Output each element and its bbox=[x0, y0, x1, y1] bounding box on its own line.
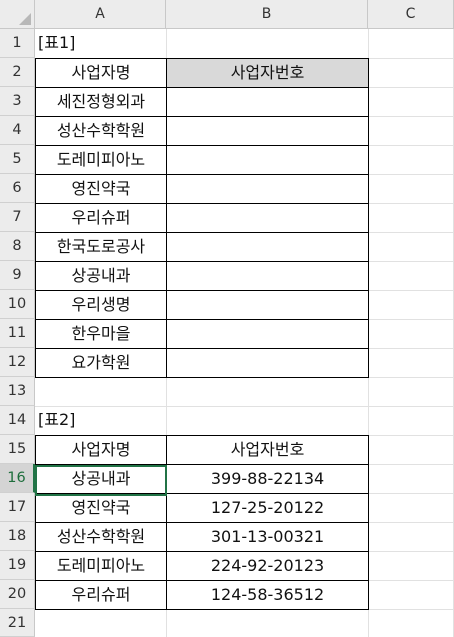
table1-name-cell[interactable]: 요가학원 bbox=[35, 348, 167, 378]
table2-number-cell[interactable]: 399-88-22134 bbox=[166, 464, 369, 494]
row-header-20[interactable]: 20 bbox=[0, 580, 35, 609]
table1-number-cell[interactable] bbox=[166, 319, 369, 349]
table2-number-cell[interactable]: 124-58-36512 bbox=[166, 580, 369, 610]
table1-number-cell[interactable] bbox=[166, 116, 369, 146]
table1-name-cell[interactable]: 우리생명 bbox=[35, 290, 167, 320]
column-header-b[interactable]: B bbox=[166, 0, 368, 29]
column-header-a[interactable]: A bbox=[35, 0, 166, 29]
select-all-triangle-icon bbox=[19, 13, 31, 25]
row-header-5[interactable]: 5 bbox=[0, 145, 35, 174]
table1-header-number[interactable]: 사업자번호 bbox=[166, 58, 369, 88]
table1-number-cell[interactable] bbox=[166, 290, 369, 320]
table1-number-cell[interactable] bbox=[166, 145, 369, 175]
table1-name-cell[interactable]: 세진정형외과 bbox=[35, 87, 167, 117]
row-header-11[interactable]: 11 bbox=[0, 319, 35, 348]
row-header-16[interactable]: 16 bbox=[0, 464, 35, 493]
column-header-c[interactable]: C bbox=[368, 0, 454, 29]
row-header-9[interactable]: 9 bbox=[0, 261, 35, 290]
table2-header-number[interactable]: 사업자번호 bbox=[166, 435, 369, 465]
row-header-12[interactable]: 12 bbox=[0, 348, 35, 377]
gridline-horizontal bbox=[35, 406, 454, 407]
row-header-15[interactable]: 15 bbox=[0, 435, 35, 464]
table2-header-name[interactable]: 사업자명 bbox=[35, 435, 167, 465]
table2-number-cell[interactable]: 127-25-20122 bbox=[166, 493, 369, 523]
table1-name-cell[interactable]: 도레미피아노 bbox=[35, 145, 167, 175]
row-header-4[interactable]: 4 bbox=[0, 116, 35, 145]
table1-number-cell[interactable] bbox=[166, 261, 369, 291]
table1-number-cell[interactable] bbox=[166, 174, 369, 204]
row-header-21[interactable]: 21 bbox=[0, 609, 35, 637]
table1-name-cell[interactable]: 한우마을 bbox=[35, 319, 167, 349]
row-header-18[interactable]: 18 bbox=[0, 522, 35, 551]
table2-name-cell[interactable]: 상공내과 bbox=[35, 464, 167, 494]
table2-label[interactable]: [표2] bbox=[38, 410, 76, 429]
row-header-19[interactable]: 19 bbox=[0, 551, 35, 580]
row-header-7[interactable]: 7 bbox=[0, 203, 35, 232]
table1-name-cell[interactable]: 상공내과 bbox=[35, 261, 167, 291]
table1-number-cell[interactable] bbox=[166, 203, 369, 233]
row-header-6[interactable]: 6 bbox=[0, 174, 35, 203]
row-header-8[interactable]: 8 bbox=[0, 232, 35, 261]
table2-name-cell[interactable]: 우리슈퍼 bbox=[35, 580, 167, 610]
row-header-3[interactable]: 3 bbox=[0, 87, 35, 116]
table1-number-cell[interactable] bbox=[166, 348, 369, 378]
row-header-14[interactable]: 14 bbox=[0, 406, 35, 435]
table1-name-cell[interactable]: 영진약국 bbox=[35, 174, 167, 204]
table1-name-cell[interactable]: 한국도로공사 bbox=[35, 232, 167, 262]
table2-name-cell[interactable]: 도레미피아노 bbox=[35, 551, 167, 581]
row-header-13[interactable]: 13 bbox=[0, 377, 35, 406]
row-header-10[interactable]: 10 bbox=[0, 290, 35, 319]
table2-name-cell[interactable]: 성산수학학원 bbox=[35, 522, 167, 552]
table1-name-cell[interactable]: 우리슈퍼 bbox=[35, 203, 167, 233]
select-all-corner[interactable] bbox=[0, 0, 35, 29]
row-header-1[interactable]: 1 bbox=[0, 29, 35, 58]
table2-name-cell[interactable]: 영진약국 bbox=[35, 493, 167, 523]
row-header-17[interactable]: 17 bbox=[0, 493, 35, 522]
table1-name-cell[interactable]: 성산수학학원 bbox=[35, 116, 167, 146]
table1-number-cell[interactable] bbox=[166, 87, 369, 117]
table2-number-cell[interactable]: 224-92-20123 bbox=[166, 551, 369, 581]
row-header-2[interactable]: 2 bbox=[0, 58, 35, 87]
table1-label[interactable]: [표1] bbox=[38, 33, 76, 52]
table2-number-cell[interactable]: 301-13-00321 bbox=[166, 522, 369, 552]
table1-header-name[interactable]: 사업자명 bbox=[35, 58, 167, 88]
table1-number-cell[interactable] bbox=[166, 232, 369, 262]
